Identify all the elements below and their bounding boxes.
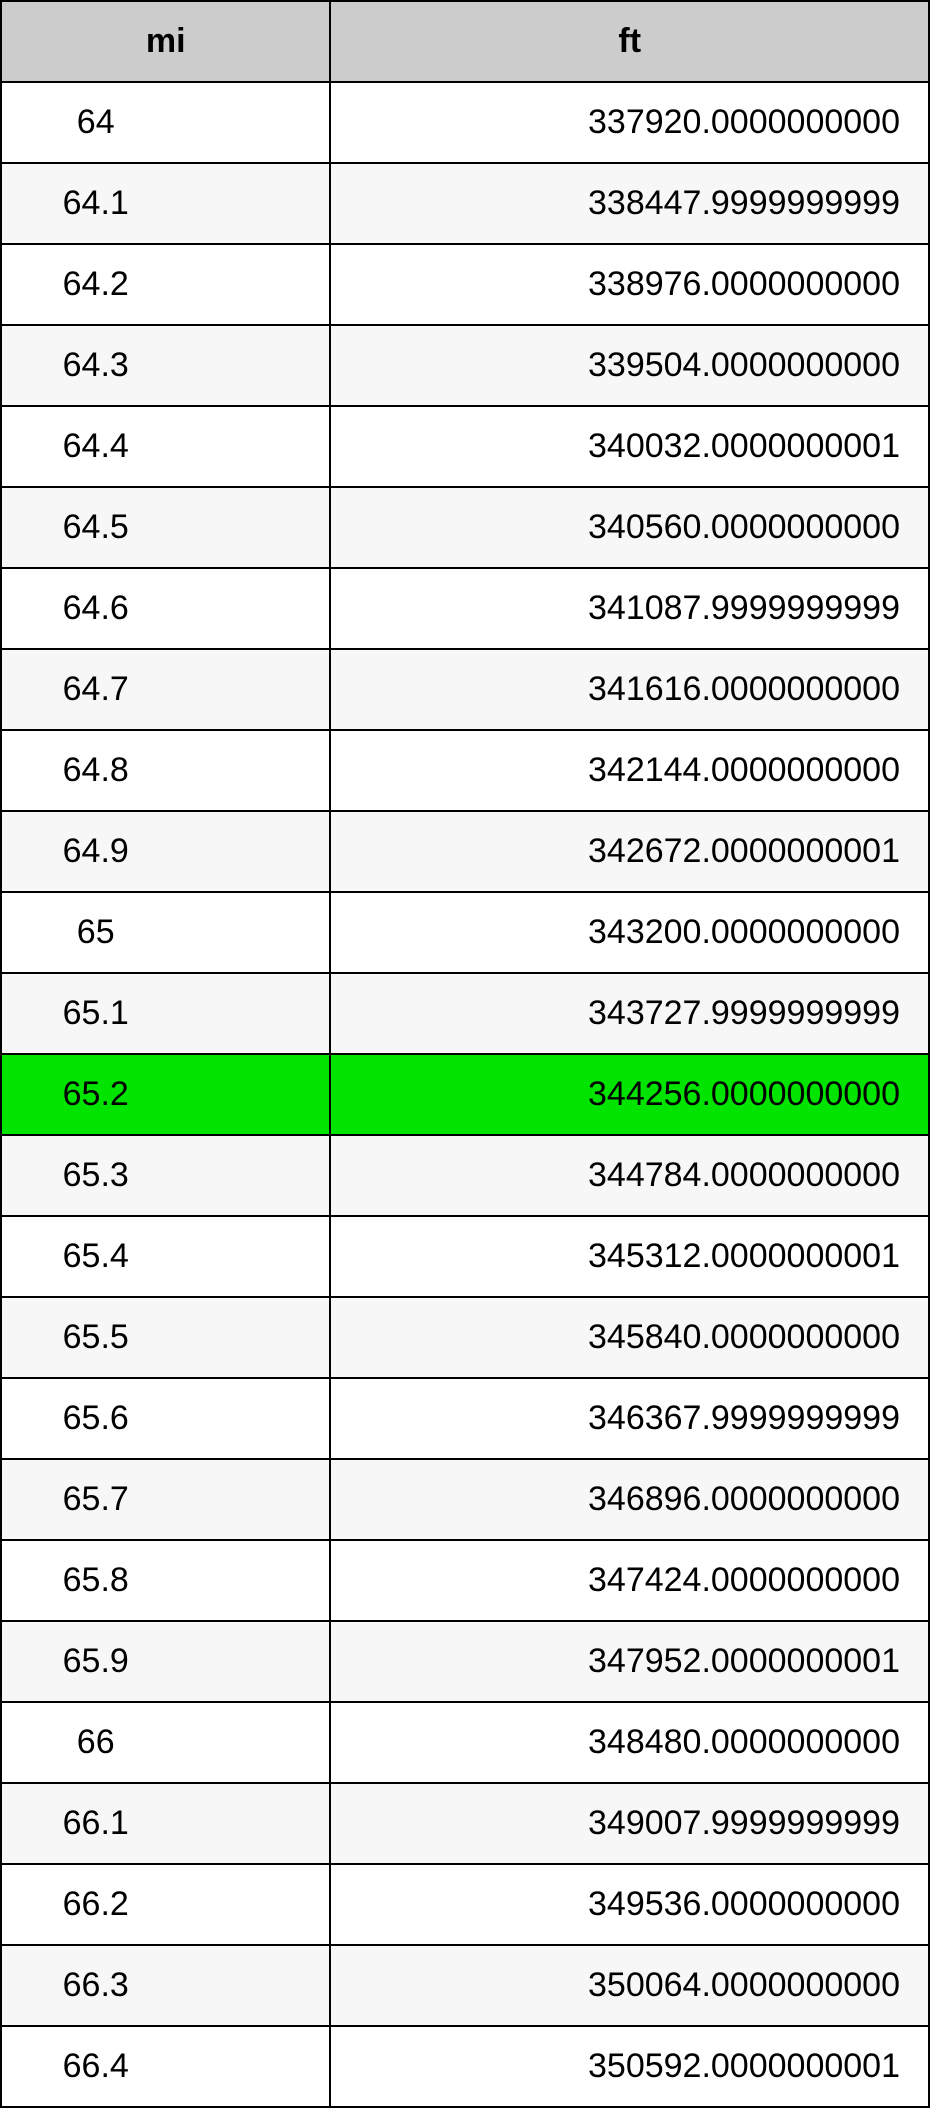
cell-mi: 65.5	[1, 1297, 330, 1378]
cell-ft: 340032.0000000001	[330, 406, 929, 487]
cell-ft: 346367.9999999999	[330, 1378, 929, 1459]
table-row: 65.5345840.0000000000	[1, 1297, 929, 1378]
cell-ft: 344784.0000000000	[330, 1135, 929, 1216]
cell-ft: 337920.0000000000	[330, 82, 929, 163]
table-header-row: mi ft	[1, 1, 929, 82]
cell-mi: 65.6	[1, 1378, 330, 1459]
cell-ft: 347952.0000000001	[330, 1621, 929, 1702]
cell-ft: 343727.9999999999	[330, 973, 929, 1054]
cell-mi: 65.7	[1, 1459, 330, 1540]
cell-mi: 64.8	[1, 730, 330, 811]
cell-mi: 65.8	[1, 1540, 330, 1621]
cell-ft: 348480.0000000000	[330, 1702, 929, 1783]
table-row: 65.6346367.9999999999	[1, 1378, 929, 1459]
cell-mi: 64.1	[1, 163, 330, 244]
cell-ft: 341087.9999999999	[330, 568, 929, 649]
cell-ft: 340560.0000000000	[330, 487, 929, 568]
cell-mi: 65.3	[1, 1135, 330, 1216]
table-row: 65.1343727.9999999999	[1, 973, 929, 1054]
table-row: 66.1349007.9999999999	[1, 1783, 929, 1864]
cell-mi: 66.2	[1, 1864, 330, 1945]
cell-ft: 345312.0000000001	[330, 1216, 929, 1297]
table-row: 66.4350592.0000000001	[1, 2026, 929, 2107]
cell-mi: 64	[1, 82, 330, 163]
cell-ft: 339504.0000000000	[330, 325, 929, 406]
column-header-mi: mi	[1, 1, 330, 82]
cell-mi: 64.2	[1, 244, 330, 325]
cell-mi: 66	[1, 1702, 330, 1783]
cell-mi: 64.3	[1, 325, 330, 406]
table-row: 64.8342144.0000000000	[1, 730, 929, 811]
conversion-table: mi ft 64337920.000000000064.1338447.9999…	[0, 0, 930, 2108]
table-row: 64.9342672.0000000001	[1, 811, 929, 892]
table-row: 64.1338447.9999999999	[1, 163, 929, 244]
table-row: 64.3339504.0000000000	[1, 325, 929, 406]
cell-mi: 64.9	[1, 811, 330, 892]
table-row: 64.5340560.0000000000	[1, 487, 929, 568]
conversion-table-container: mi ft 64337920.000000000064.1338447.9999…	[0, 0, 930, 2108]
table-row: 66.2349536.0000000000	[1, 1864, 929, 1945]
table-row: 64.6341087.9999999999	[1, 568, 929, 649]
table-row: 64.4340032.0000000001	[1, 406, 929, 487]
cell-ft: 349007.9999999999	[330, 1783, 929, 1864]
cell-ft: 346896.0000000000	[330, 1459, 929, 1540]
table-row: 66348480.0000000000	[1, 1702, 929, 1783]
table-row: 65.8347424.0000000000	[1, 1540, 929, 1621]
column-header-ft: ft	[330, 1, 929, 82]
table-row: 65.7346896.0000000000	[1, 1459, 929, 1540]
cell-ft: 343200.0000000000	[330, 892, 929, 973]
cell-ft: 347424.0000000000	[330, 1540, 929, 1621]
table-row: 65.4345312.0000000001	[1, 1216, 929, 1297]
cell-mi: 64.4	[1, 406, 330, 487]
table-row: 64337920.0000000000	[1, 82, 929, 163]
cell-ft: 345840.0000000000	[330, 1297, 929, 1378]
table-row: 64.2338976.0000000000	[1, 244, 929, 325]
cell-mi: 64.7	[1, 649, 330, 730]
cell-mi: 64.6	[1, 568, 330, 649]
table-row: 64.7341616.0000000000	[1, 649, 929, 730]
cell-mi: 65.9	[1, 1621, 330, 1702]
cell-ft: 338447.9999999999	[330, 163, 929, 244]
cell-mi: 66.1	[1, 1783, 330, 1864]
cell-mi: 65	[1, 892, 330, 973]
cell-mi: 66.4	[1, 2026, 330, 2107]
cell-ft: 350064.0000000000	[330, 1945, 929, 2026]
table-row: 65.9347952.0000000001	[1, 1621, 929, 1702]
cell-ft: 344256.0000000000	[330, 1054, 929, 1135]
cell-mi: 64.5	[1, 487, 330, 568]
cell-ft: 349536.0000000000	[330, 1864, 929, 1945]
table-body: 64337920.000000000064.1338447.9999999999…	[1, 82, 929, 2107]
table-row: 66.3350064.0000000000	[1, 1945, 929, 2026]
cell-ft: 341616.0000000000	[330, 649, 929, 730]
cell-mi: 65.2	[1, 1054, 330, 1135]
cell-ft: 342672.0000000001	[330, 811, 929, 892]
cell-mi: 65.4	[1, 1216, 330, 1297]
cell-mi: 65.1	[1, 973, 330, 1054]
table-row: 65.2344256.0000000000	[1, 1054, 929, 1135]
table-row: 65343200.0000000000	[1, 892, 929, 973]
cell-mi: 66.3	[1, 1945, 330, 2026]
table-row: 65.3344784.0000000000	[1, 1135, 929, 1216]
cell-ft: 342144.0000000000	[330, 730, 929, 811]
cell-ft: 350592.0000000001	[330, 2026, 929, 2107]
cell-ft: 338976.0000000000	[330, 244, 929, 325]
